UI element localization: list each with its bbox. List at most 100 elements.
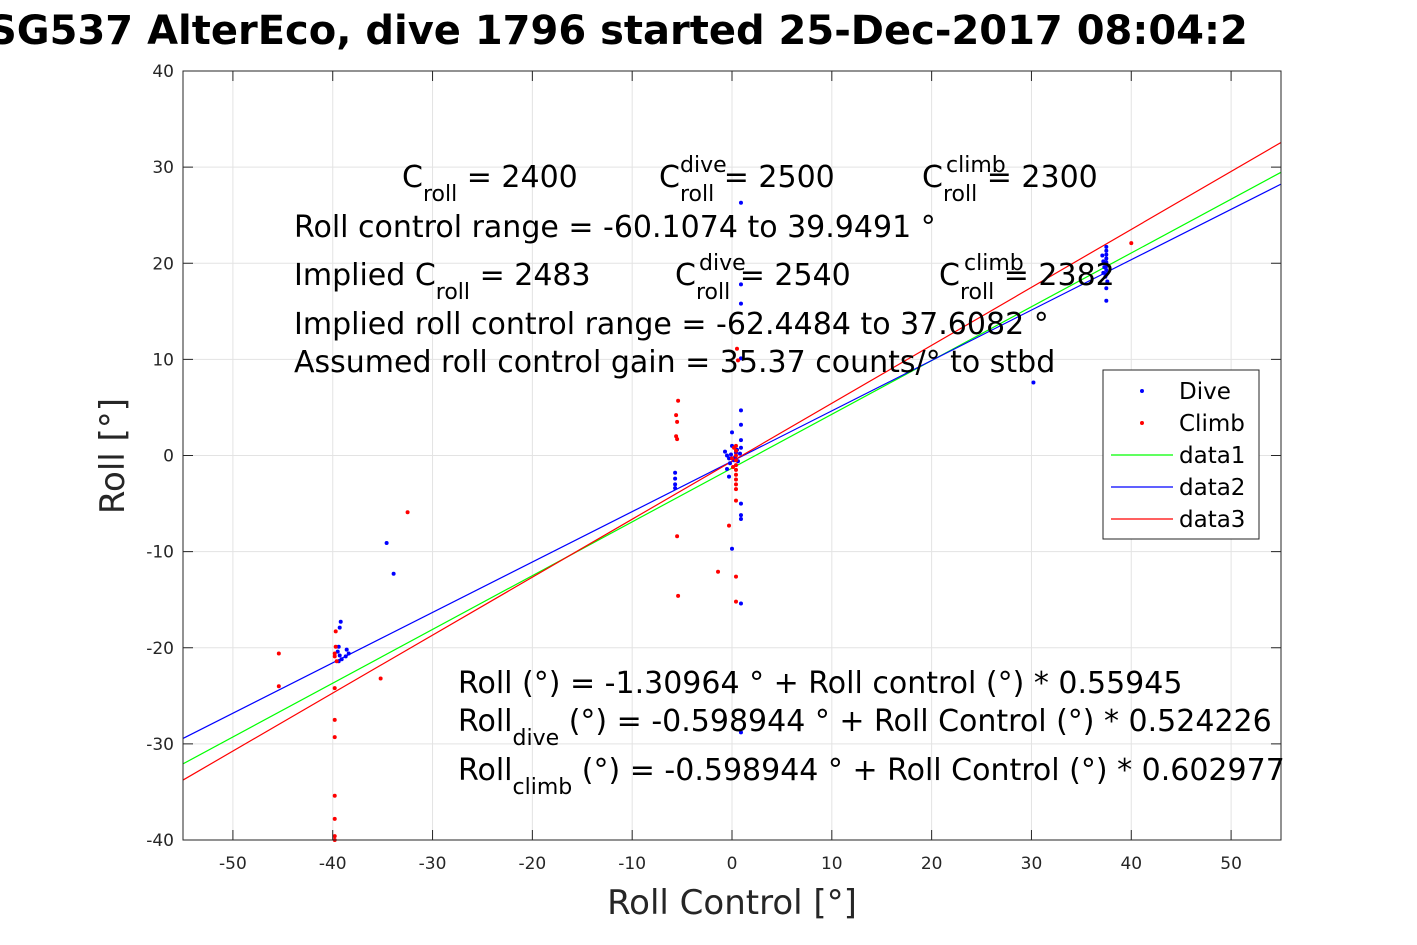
point-dive [723, 449, 728, 454]
point-climb [332, 651, 337, 656]
point-dive [346, 651, 351, 656]
point-climb [332, 735, 337, 740]
y-tick-label: 10 [152, 350, 174, 370]
point-climb [333, 629, 338, 634]
point-dive [339, 657, 344, 662]
point-climb [405, 510, 410, 515]
point-dive [738, 422, 743, 427]
legend-label-data1: data1 [1179, 443, 1245, 469]
point-dive [738, 513, 743, 518]
y-tick-label: 30 [152, 158, 174, 178]
point-climb [730, 456, 734, 461]
point-dive [738, 516, 743, 521]
y-axis-label: Roll [°] [93, 398, 133, 514]
annotation-gain: Assumed roll control gain = 35.37 counts… [294, 345, 1055, 380]
point-dive [391, 571, 396, 576]
legend-label-data3: data3 [1179, 507, 1245, 533]
point-dive [1102, 265, 1107, 270]
y-axis-ticks: -40 -30 -20 -10 0 10 20 30 40 [146, 62, 1281, 851]
x-tick-label: 0 [727, 854, 738, 874]
legend-label-data2: data2 [1179, 475, 1245, 501]
x-tick-label: -20 [518, 854, 546, 874]
point-dive [1100, 253, 1105, 258]
annotation-implied-c-climb-sup: climb [964, 251, 1024, 276]
annotation-implied-c-climb: Croll = 2382 [939, 258, 1115, 305]
point-climb [733, 467, 738, 472]
point-climb [733, 574, 738, 579]
x-tick-label: -30 [419, 854, 447, 874]
y-tick-label: 20 [152, 254, 174, 274]
point-climb [332, 816, 337, 821]
point-climb [733, 482, 738, 487]
point-climb [676, 593, 681, 598]
point-dive [728, 461, 733, 466]
annotation-fit-climb: Rollclimb (°) = -0.598944 ° + Roll Contr… [458, 753, 1285, 800]
point-dive [673, 476, 678, 481]
point-climb [733, 498, 738, 503]
point-dive [738, 730, 743, 735]
point-climb [734, 346, 739, 351]
plot-area [182, 141, 1282, 842]
point-dive [1101, 259, 1106, 264]
point-climb [733, 448, 738, 453]
annotation-c-roll: Croll = 2400 [402, 160, 578, 207]
fit-line-data3 [182, 141, 1282, 781]
series-dive [335, 200, 1110, 735]
point-climb [675, 437, 680, 442]
point-dive [738, 301, 743, 306]
point-dive [1104, 286, 1109, 291]
annotation-implied-c-roll: Implied Croll = 2483 [294, 258, 591, 305]
point-dive [725, 453, 730, 458]
point-climb [332, 654, 337, 659]
point-dive [1103, 274, 1108, 279]
point-dive [738, 438, 743, 443]
legend-label-climb: Climb [1179, 411, 1245, 437]
annotation-implied-c-dive-sup: dive [699, 251, 746, 276]
x-tick-label: -50 [219, 854, 247, 874]
x-tick-label: -10 [618, 854, 646, 874]
point-dive [336, 644, 341, 649]
x-axis-ticks: -50 -40 -30 -20 -10 0 10 20 30 40 50 [219, 71, 1242, 874]
point-climb [332, 686, 337, 691]
point-climb [733, 453, 738, 458]
point-climb [332, 793, 337, 798]
legend-marker-dive [1140, 389, 1144, 393]
point-dive [1101, 270, 1106, 275]
point-dive [335, 649, 340, 654]
point-climb [727, 523, 732, 528]
series-climb [276, 241, 1134, 842]
point-dive [1104, 248, 1109, 253]
point-dive [738, 356, 743, 361]
point-dive [1104, 252, 1109, 257]
point-climb [733, 477, 738, 482]
annotation-fit: Roll (°) = -1.30964 ° + Roll control (°)… [458, 666, 1182, 701]
chart-title: SG537 AlterEco, dive 1796 started 25-Dec… [0, 8, 1248, 54]
point-climb [733, 472, 738, 477]
x-tick-label: 50 [1220, 854, 1242, 874]
point-dive [738, 601, 743, 606]
point-climb [675, 419, 680, 424]
point-dive [730, 546, 734, 551]
point-climb [332, 717, 337, 722]
point-dive [673, 486, 678, 491]
point-climb [276, 651, 281, 656]
annotation-range: Roll control range = -60.1074 to 39.9491… [294, 210, 936, 245]
point-dive [738, 445, 743, 450]
x-tick-label: -40 [319, 854, 347, 874]
point-dive [338, 619, 343, 624]
point-climb [733, 599, 738, 604]
y-tick-label: -30 [146, 735, 174, 755]
legend: Dive Climb data1 data2 data3 [1102, 369, 1260, 540]
point-dive [337, 653, 342, 658]
point-dive [727, 474, 732, 479]
y-tick-label: 0 [163, 447, 174, 467]
point-dive [343, 654, 348, 659]
point-climb [334, 659, 339, 664]
point-climb [731, 445, 736, 450]
point-dive [1104, 298, 1109, 303]
annotation-c-roll-dive-sup: dive [680, 153, 727, 178]
point-climb [1129, 241, 1134, 246]
point-dive [344, 647, 349, 652]
point-dive [1104, 256, 1109, 261]
